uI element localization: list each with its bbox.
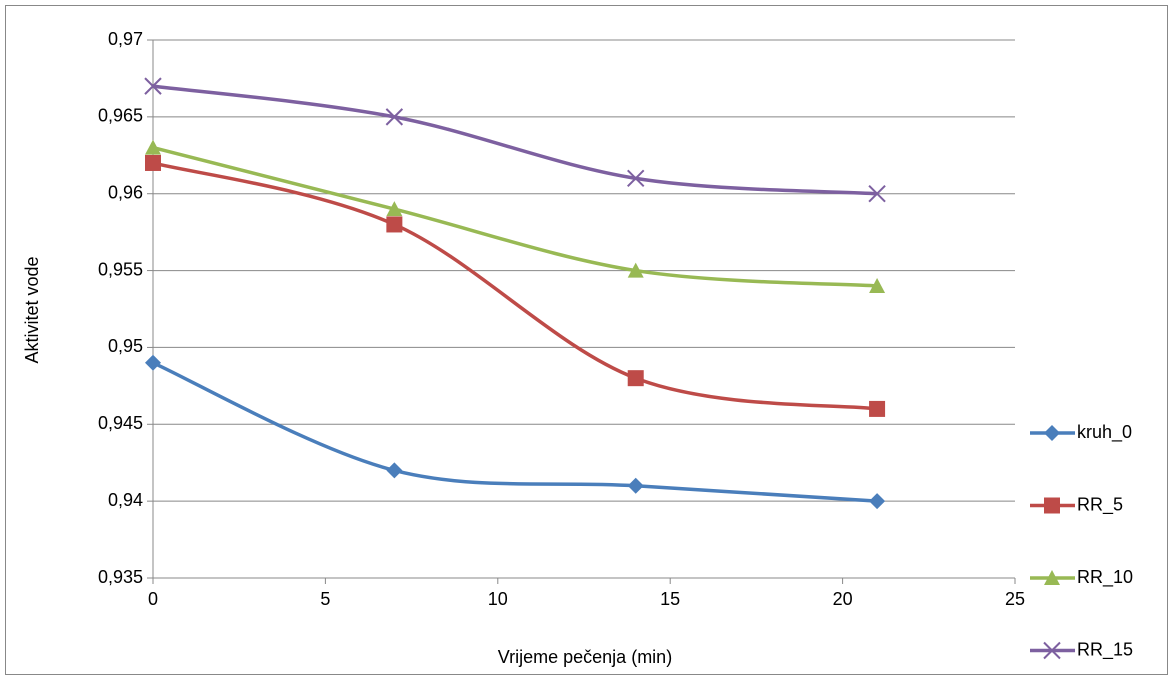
x-axis-label: Vrijeme pečenja (min) [498,647,672,667]
legend-marker [1044,425,1060,441]
data-point [386,462,403,479]
data-point [627,262,644,278]
data-point [386,201,403,217]
data-point [869,493,886,510]
x-tick-label: 10 [488,589,508,609]
y-tick-label: 0,96 [108,182,143,202]
y-tick-label: 0,945 [98,413,143,433]
chart-border [5,5,1168,675]
data-point [386,216,403,233]
series-line [152,145,878,288]
x-tick-label: 25 [1005,589,1025,609]
data-point [627,370,644,387]
data-point [869,277,886,293]
data-point [144,77,162,95]
data-point [145,154,161,171]
legend-label: RR_5 [1077,494,1123,515]
y-axis-label: Aktivitet vode [22,256,42,363]
data-point [627,477,644,494]
data-point [627,169,645,188]
data-point [145,139,161,155]
legend-marker [1044,570,1060,585]
y-tick-label: 0,965 [98,106,143,126]
series-line [152,84,878,196]
x-tick-label: 5 [320,589,330,609]
data-point [385,108,404,126]
y-tick-label: 0,95 [108,336,143,356]
y-tick-label: 0,97 [108,29,143,49]
legend-marker [1043,641,1061,660]
legend-label: RR_15 [1077,639,1133,660]
y-tick-label: 0,955 [98,259,143,279]
y-tick-label: 0,94 [108,490,143,510]
y-tick-label: 0,935 [98,567,143,587]
legend-label: RR_10 [1077,567,1133,588]
series-line [152,361,878,503]
data-point [868,185,886,203]
legend-marker [1044,497,1060,514]
data-point [869,400,886,417]
legend-label: kruh_0 [1077,422,1132,443]
x-tick-label: 0 [148,589,158,609]
x-tick-label: 20 [833,589,853,609]
x-tick-label: 15 [660,589,680,609]
series-line [152,161,878,411]
data-point [145,354,161,371]
